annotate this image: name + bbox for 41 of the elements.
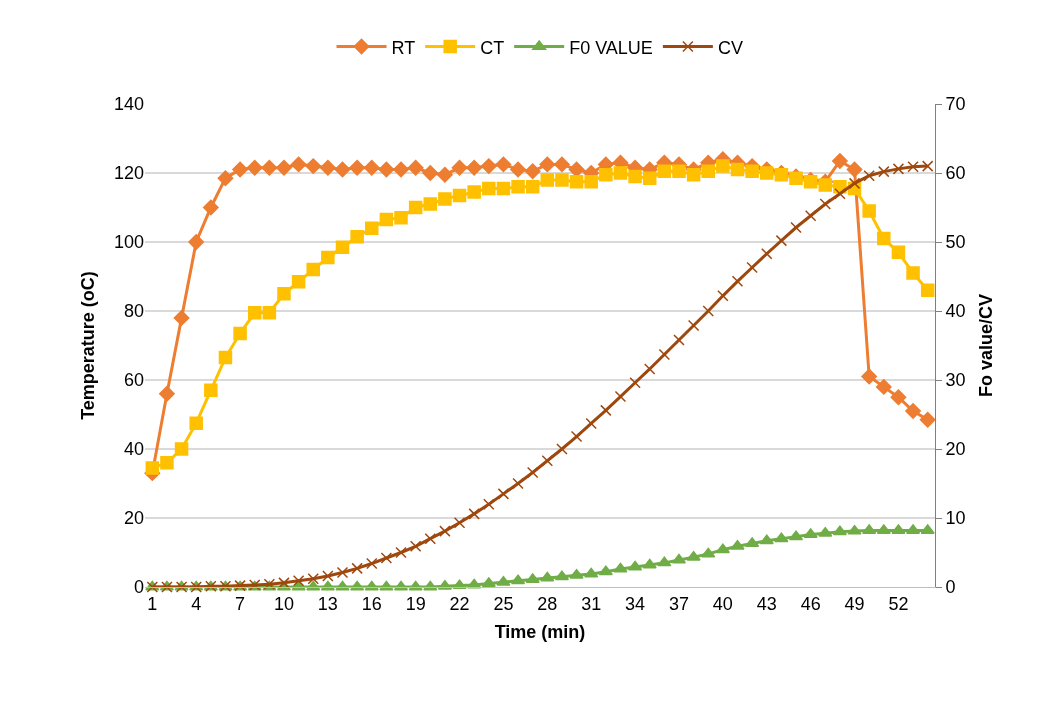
y2-tick-label: 0 bbox=[945, 577, 956, 598]
y2-tick-label: 60 bbox=[945, 163, 966, 184]
y-tick-label: 60 bbox=[123, 370, 144, 391]
x-tick-label: 22 bbox=[449, 593, 470, 614]
x-tick-label: 37 bbox=[668, 593, 689, 614]
y-tick-label: 20 bbox=[123, 508, 144, 529]
y-tick-label: 100 bbox=[113, 232, 144, 253]
y2-tick-label: 70 bbox=[945, 94, 966, 115]
y2-tick-label: 20 bbox=[945, 439, 966, 460]
x-axis-title: Time (min) bbox=[494, 621, 586, 642]
y-tick-label: 0 bbox=[133, 577, 144, 598]
legend-label: CT bbox=[480, 37, 505, 58]
x-tick-label: 25 bbox=[493, 593, 514, 614]
x-tick-label: 13 bbox=[317, 593, 338, 614]
legend-label: RT bbox=[391, 37, 416, 58]
legend-label: F0 VALUE bbox=[569, 37, 653, 58]
y2-tick-label: 10 bbox=[945, 508, 966, 529]
x-tick-label: 34 bbox=[625, 593, 646, 614]
x-tick-label: 28 bbox=[537, 593, 558, 614]
x-tick-label: 7 bbox=[235, 593, 246, 614]
x-tick-label: 52 bbox=[888, 593, 909, 614]
y-tick-label: 120 bbox=[113, 163, 144, 184]
x-tick-label: 49 bbox=[844, 593, 865, 614]
y-axis-title: Temperature (oC) bbox=[78, 271, 99, 420]
x-tick-label: 4 bbox=[191, 593, 202, 614]
x-tick-label: 10 bbox=[273, 593, 294, 614]
x-tick-label: 31 bbox=[581, 593, 602, 614]
x-tick-label: 16 bbox=[361, 593, 382, 614]
y2-tick-label: 40 bbox=[945, 301, 966, 322]
x-tick-label: 46 bbox=[800, 593, 821, 614]
y-tick-label: 140 bbox=[113, 94, 144, 115]
legend-label: CV bbox=[717, 37, 743, 58]
x-tick-label: 40 bbox=[712, 593, 733, 614]
y2-tick-label: 30 bbox=[945, 370, 966, 391]
x-tick-label: 19 bbox=[405, 593, 426, 614]
y-tick-label: 80 bbox=[123, 301, 144, 322]
y-tick-label: 40 bbox=[123, 439, 144, 460]
x-tick-label: 1 bbox=[147, 593, 158, 614]
x-tick-label: 43 bbox=[756, 593, 777, 614]
y2-axis-title: Fo value/CV bbox=[975, 293, 996, 398]
y2-tick-label: 50 bbox=[945, 232, 966, 253]
